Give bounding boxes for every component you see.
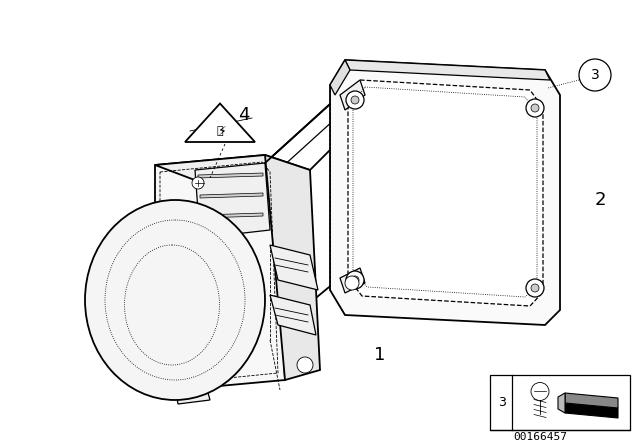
Circle shape [351, 276, 359, 284]
Polygon shape [558, 393, 565, 413]
Text: ✋: ✋ [217, 126, 223, 136]
Bar [490, 375, 630, 430]
Polygon shape [265, 155, 320, 380]
Polygon shape [348, 80, 543, 306]
Polygon shape [185, 103, 255, 142]
Circle shape [531, 383, 549, 401]
Circle shape [531, 104, 539, 112]
Circle shape [526, 99, 544, 117]
Text: 2: 2 [595, 191, 605, 209]
Polygon shape [270, 245, 318, 290]
Text: ⚡: ⚡ [218, 125, 227, 138]
Polygon shape [200, 193, 263, 198]
Polygon shape [195, 163, 270, 238]
Text: 3: 3 [591, 68, 600, 82]
Polygon shape [345, 60, 550, 80]
Polygon shape [565, 403, 618, 418]
Polygon shape [155, 155, 310, 182]
Text: 1: 1 [374, 346, 386, 364]
Text: 00166457: 00166457 [513, 432, 567, 442]
Polygon shape [330, 60, 560, 325]
Circle shape [579, 59, 611, 91]
Circle shape [526, 279, 544, 297]
Polygon shape [155, 155, 285, 390]
Circle shape [351, 96, 359, 104]
Text: 3: 3 [498, 396, 506, 409]
Circle shape [192, 177, 204, 189]
Circle shape [297, 357, 313, 373]
Circle shape [346, 271, 364, 289]
Circle shape [531, 284, 539, 292]
Polygon shape [340, 80, 365, 110]
Polygon shape [270, 295, 316, 335]
Polygon shape [340, 268, 365, 293]
Circle shape [345, 276, 359, 290]
Ellipse shape [85, 200, 265, 400]
Polygon shape [198, 173, 263, 178]
Polygon shape [202, 213, 263, 218]
Text: 4: 4 [239, 106, 250, 124]
Polygon shape [565, 393, 618, 408]
Polygon shape [175, 382, 210, 404]
Polygon shape [330, 60, 350, 95]
Circle shape [346, 91, 364, 109]
